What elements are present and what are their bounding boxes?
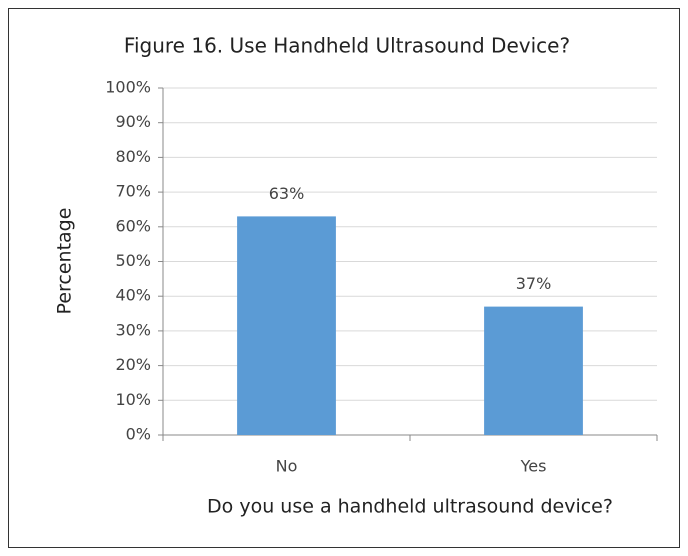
y-tick-label: 20% [115,355,151,374]
y-tick-label: 30% [115,320,151,339]
bar [484,306,583,435]
x-tick-label: No [276,457,298,476]
chart-border [8,8,680,548]
bar [237,216,336,435]
y-tick-label: 70% [115,182,151,201]
y-tick-label: 50% [115,251,151,270]
y-tick-label: 10% [115,390,151,409]
y-tick-label: 80% [115,147,151,166]
x-tick-label: Yes [520,457,547,476]
data-label: 63% [269,184,305,203]
y-tick-label: 90% [115,112,151,131]
y-tick-label: 0% [126,425,151,444]
x-axis-label: Do you use a handheld ultrasound device? [207,496,613,518]
y-tick-label: 100% [105,78,151,97]
chart-title: Figure 16. Use Handheld Ultrasound Devic… [124,34,570,58]
y-axis-label: Percentage [54,208,76,315]
data-label: 37% [516,274,552,293]
y-tick-label: 40% [115,286,151,305]
y-tick-label: 60% [115,216,151,235]
